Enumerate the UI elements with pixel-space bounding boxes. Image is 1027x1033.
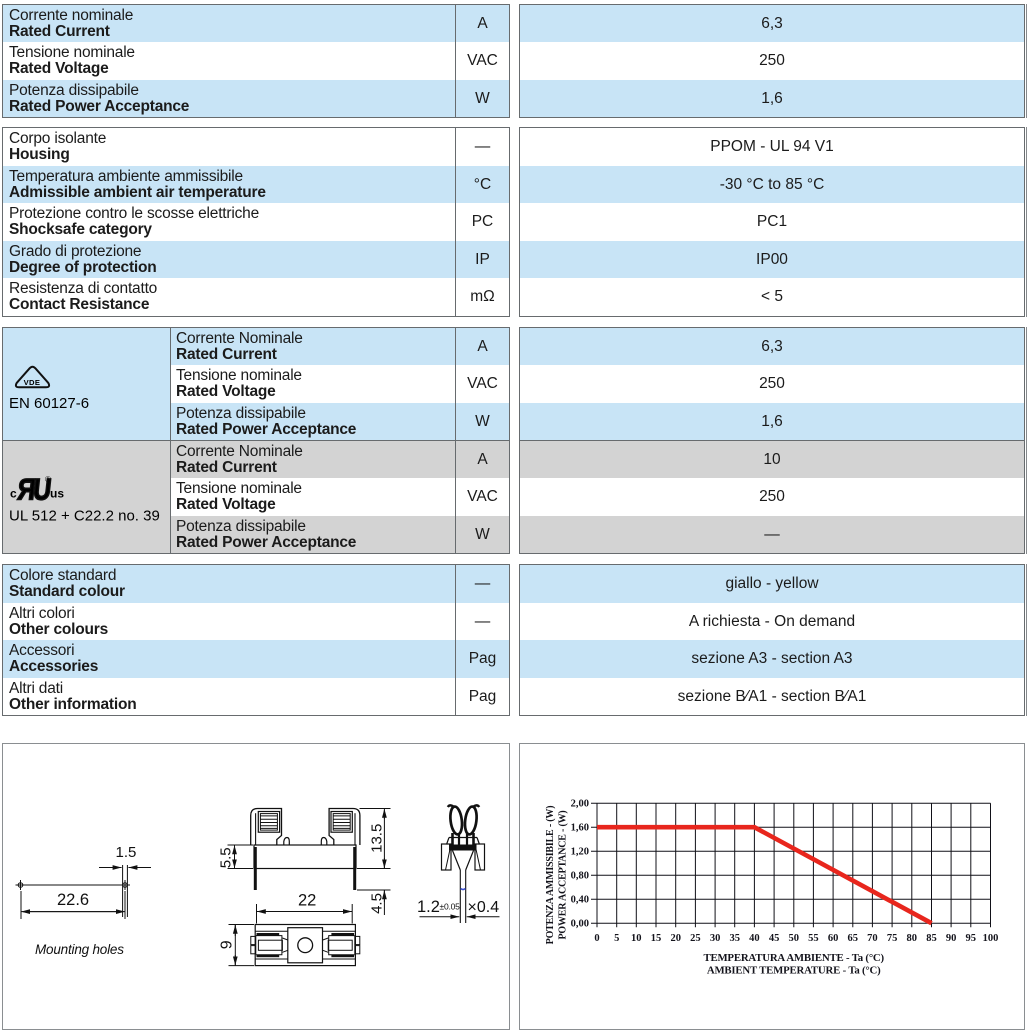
svg-text:us: us [50,487,64,501]
svg-text:Mounting holes: Mounting holes [35,942,124,957]
svg-text:10: 10 [631,933,642,944]
svg-text:UL 512 + C22.2 no. 39: UL 512 + C22.2 no. 39 [9,508,160,525]
svg-text:40: 40 [749,933,760,944]
svg-text:TEMPERATURA AMBIENTE - Ta (°C): TEMPERATURA AMBIENTE - Ta (°C) [703,952,884,964]
svg-text:1.2: 1.2 [417,898,440,916]
svg-text:0,00: 0,00 [571,919,589,930]
svg-text:22.6: 22.6 [57,891,89,909]
svg-text:25: 25 [690,933,701,944]
svg-text:0,40: 0,40 [571,895,589,906]
svg-text:×0.4: ×0.4 [468,899,500,916]
svg-text:VDE: VDE [24,378,41,387]
svg-text:85: 85 [926,933,937,944]
svg-text:4.5: 4.5 [369,893,386,914]
svg-text:50: 50 [789,933,800,944]
svg-text:5.5: 5.5 [218,847,235,868]
svg-text:20: 20 [670,933,681,944]
svg-text:100: 100 [983,933,999,944]
svg-text:13.5: 13.5 [369,824,386,853]
svg-text:2,00: 2,00 [571,799,589,810]
svg-text:5: 5 [614,933,619,944]
svg-text:0: 0 [594,933,599,944]
svg-text:0,80: 0,80 [571,871,589,882]
svg-text:®: ® [45,475,51,484]
svg-text:POTENZA AMMISSIBILE - (W): POTENZA AMMISSIBILE - (W) [545,806,556,945]
svg-text:90: 90 [946,933,957,944]
svg-text:80: 80 [907,933,918,944]
svg-text:9: 9 [219,940,236,949]
svg-text:EN 60127-6: EN 60127-6 [9,395,89,412]
svg-text:AMBIENT TEMPERATURE - Ta (°C): AMBIENT TEMPERATURE - Ta (°C) [707,965,881,977]
svg-text:c: c [10,487,17,501]
svg-text:55: 55 [808,933,819,944]
svg-text:70: 70 [867,933,878,944]
svg-text:1,60: 1,60 [571,823,589,834]
svg-text:75: 75 [887,933,898,944]
svg-text:1.5: 1.5 [116,844,137,861]
svg-text:POWER ACCEPTANCE - (W): POWER ACCEPTANCE - (W) [558,810,569,939]
svg-text:1,20: 1,20 [571,847,589,858]
svg-text:15: 15 [651,933,662,944]
svg-text:95: 95 [966,933,977,944]
svg-text:±0.05: ±0.05 [440,902,461,912]
svg-text:22: 22 [298,892,316,910]
svg-text:ЯU: ЯU [16,472,52,506]
svg-text:30: 30 [710,933,721,944]
svg-text:60: 60 [828,933,839,944]
svg-text:65: 65 [848,933,859,944]
svg-text:45: 45 [769,933,780,944]
svg-text:35: 35 [729,933,740,944]
